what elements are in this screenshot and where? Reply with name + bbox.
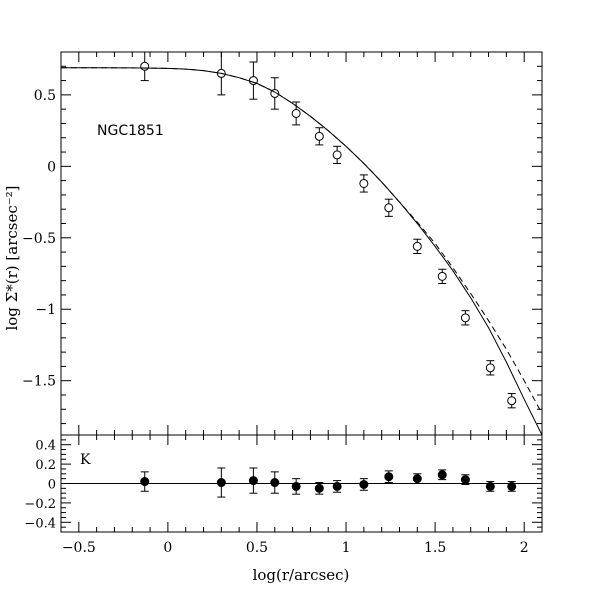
profile-y-tick-label: −1.5: [22, 374, 56, 390]
residual-data-point: [359, 479, 369, 489]
profile-data-point: [507, 396, 517, 406]
residual-data-point: [437, 470, 447, 480]
residual-y-tick-label: 0.2: [35, 458, 56, 473]
residual-y-tick-label: −0.4: [24, 516, 56, 531]
profile-data-point: [412, 241, 422, 251]
profile-data-point: [359, 178, 369, 188]
profile-data-point: [460, 313, 470, 323]
residual-data-point: [412, 474, 422, 484]
residual-data-point: [140, 477, 150, 487]
residual-x-tick-label: 1: [342, 540, 351, 556]
residual-data-point: [460, 475, 470, 485]
profile-data-point: [437, 271, 447, 281]
residual-data-point: [507, 481, 517, 491]
x-axis-label: log(r/arcsec): [253, 566, 350, 584]
profile-data-point: [332, 150, 342, 160]
residual-x-tick-label: 0.5: [246, 540, 268, 556]
residual-data-point: [216, 478, 226, 488]
residual-data-point: [248, 476, 258, 486]
residual-x-tick-label: 0: [163, 540, 172, 556]
profile-annotation: NGC1851: [97, 123, 164, 139]
residual-data-point: [332, 481, 342, 491]
residual-y-tick-label: −0.2: [24, 497, 56, 512]
residual-x-tick-label: −0.5: [62, 540, 96, 556]
profile-data-point: [291, 108, 301, 118]
profile-data-point: [140, 61, 150, 71]
residual-panel: 0.4 0.2 0 −0.2 −0.4 −0.5 0 0.5 1 1.5 2: [24, 434, 543, 556]
profile-data-point: [384, 203, 394, 213]
profile-y-tick-label: −1: [35, 302, 56, 318]
residual-y-tick-label: 0.4: [35, 439, 56, 454]
residual-y-tick-label: 0: [48, 478, 56, 493]
profile-model-curve-dashed: [61, 67, 542, 414]
profile-data-point: [485, 363, 495, 373]
residual-x-tick-label: 2: [520, 540, 529, 556]
residual-data-point: [270, 478, 280, 488]
residual-annotation: K: [80, 452, 91, 468]
residual-data-point: [314, 483, 324, 493]
profile-panel: 0.5 0 −0.5 −1 −1.5: [22, 51, 543, 436]
residual-x-tick-label: 1.5: [424, 540, 446, 556]
profile-data-point: [314, 131, 324, 141]
residual-data-point: [384, 472, 394, 482]
y-axis-label: log Σ*(r) [arcsec⁻²]: [3, 185, 21, 330]
residual-data-point: [291, 481, 301, 491]
residual-data-point: [485, 481, 495, 491]
profile-y-tick-label: 0: [47, 159, 56, 175]
profile-y-tick-label: 0.5: [34, 88, 56, 104]
profile-y-tick-label: −0.5: [22, 231, 56, 247]
